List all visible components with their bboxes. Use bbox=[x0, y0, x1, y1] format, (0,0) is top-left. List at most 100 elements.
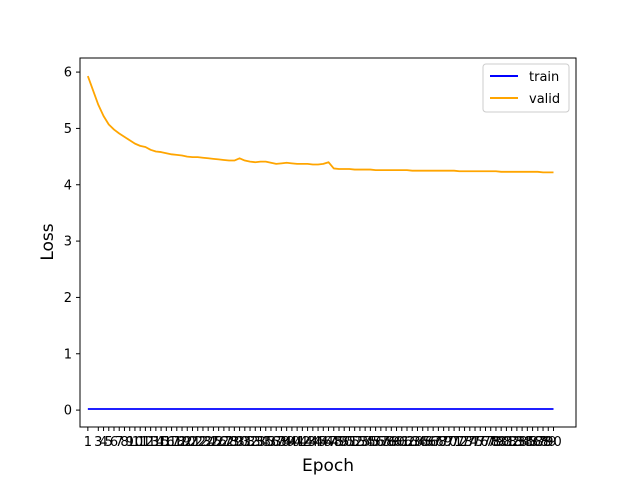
x-tick-label: 82 bbox=[503, 435, 520, 450]
x-tick-label: 39 bbox=[278, 435, 295, 450]
x-tick-label: 21 bbox=[184, 435, 201, 450]
x-tick-label: 10 bbox=[127, 435, 144, 450]
x-tick-label: 83 bbox=[509, 435, 526, 450]
x-tick-label: 73 bbox=[456, 435, 473, 450]
x-tick-label: 32 bbox=[242, 435, 259, 450]
plot-area bbox=[79, 57, 577, 428]
x-tick-label: 79 bbox=[488, 435, 505, 450]
x-tick-label: 37 bbox=[268, 435, 285, 450]
series-layer bbox=[87, 75, 554, 410]
x-tick-label: 56 bbox=[367, 435, 384, 450]
x-tick-label: 78 bbox=[482, 435, 499, 450]
x-tick-label: 65 bbox=[414, 435, 431, 450]
x-tick-label: 20 bbox=[179, 435, 196, 450]
x-tick-label: 9 bbox=[126, 435, 134, 450]
x-tick-label: 77 bbox=[477, 435, 494, 450]
x-tick-label: 4 bbox=[99, 435, 107, 450]
x-tick-label: 22 bbox=[189, 435, 206, 450]
y-tick-label: 2 bbox=[64, 291, 72, 306]
x-tick-label: 53 bbox=[352, 435, 369, 450]
x-tick-label: 40 bbox=[284, 435, 301, 450]
x-tick-label: 29 bbox=[226, 435, 243, 450]
x-tick-label: 59 bbox=[383, 435, 400, 450]
x-tick-label: 81 bbox=[498, 435, 515, 450]
x-tick-label: 25 bbox=[205, 435, 222, 450]
x-tick-label: 27 bbox=[216, 435, 233, 450]
x-tick-label: 5 bbox=[105, 435, 113, 450]
x-tick-label: 70 bbox=[441, 435, 458, 450]
x-tick-label: 62 bbox=[399, 435, 416, 450]
legend-train-label: train bbox=[529, 70, 559, 85]
x-tick-label: 63 bbox=[404, 435, 421, 450]
x-tick-label: 1 bbox=[84, 435, 92, 450]
x-tick-label: 54 bbox=[357, 435, 374, 450]
x-tick-label: 90 bbox=[545, 435, 562, 450]
y-tick-label: 1 bbox=[64, 347, 72, 362]
x-tick-label: 45 bbox=[310, 435, 327, 450]
x-tick-label: 74 bbox=[462, 435, 479, 450]
x-tick-label: 67 bbox=[425, 435, 442, 450]
x-tick-label: 80 bbox=[493, 435, 510, 450]
x-tick-label: 57 bbox=[373, 435, 390, 450]
x-tick-label: 48 bbox=[325, 435, 342, 450]
x-axis-ticks: 1 345678910111213141516171819202122232425… bbox=[84, 427, 562, 450]
x-tick-label: 31 bbox=[237, 435, 254, 450]
x-tick-label: 6 bbox=[110, 435, 118, 450]
x-tick-label: 36 bbox=[263, 435, 280, 450]
x-tick-label: 64 bbox=[409, 435, 426, 450]
x-tick-label: 13 bbox=[142, 435, 159, 450]
x-tick-label: 34 bbox=[252, 435, 269, 450]
x-tick-label: 50 bbox=[336, 435, 353, 450]
x-tick-label: 60 bbox=[388, 435, 405, 450]
x-tick-label: 66 bbox=[420, 435, 437, 450]
x-tick-label: 46 bbox=[315, 435, 332, 450]
series-line-valid bbox=[87, 75, 554, 174]
y-tick-label: 0 bbox=[64, 404, 72, 419]
x-tick-label: 3 bbox=[94, 435, 102, 450]
x-tick-label: 85 bbox=[519, 435, 536, 450]
x-tick-label: 58 bbox=[378, 435, 395, 450]
y-axis-ticks: 0 1 2 3 4 5 6 bbox=[64, 66, 80, 419]
x-tick-label: 18 bbox=[169, 435, 186, 450]
legend: train valid bbox=[482, 63, 570, 113]
x-tick-label: 38 bbox=[273, 435, 290, 450]
x-tick-label: 72 bbox=[451, 435, 468, 450]
x-tick-label: 14 bbox=[148, 435, 165, 450]
x-tick-label: 7 bbox=[115, 435, 123, 450]
x-tick-label: 42 bbox=[294, 435, 311, 450]
x-tick-label: 35 bbox=[257, 435, 274, 450]
x-tick-label: 30 bbox=[231, 435, 248, 450]
x-tick-label: 26 bbox=[210, 435, 227, 450]
x-tick-label: 52 bbox=[346, 435, 363, 450]
x-tick-label: 71 bbox=[446, 435, 463, 450]
x-tick-label: 44 bbox=[305, 435, 322, 450]
x-tick-label: 47 bbox=[320, 435, 337, 450]
x-axis-label: Epoch bbox=[302, 456, 354, 476]
x-tick-label: 41 bbox=[289, 435, 306, 450]
y-tick-label: 3 bbox=[64, 235, 72, 250]
x-tick-label: 69 bbox=[435, 435, 452, 450]
x-tick-label: 8 bbox=[120, 435, 128, 450]
x-tick-label: 24 bbox=[200, 435, 217, 450]
x-tick-label: 68 bbox=[430, 435, 447, 450]
x-tick-label: 88 bbox=[535, 435, 552, 450]
x-tick-label: 89 bbox=[540, 435, 557, 450]
x-tick-label: 12 bbox=[137, 435, 154, 450]
x-tick-label: 49 bbox=[331, 435, 348, 450]
x-tick-label: 51 bbox=[341, 435, 358, 450]
x-tick-label: 84 bbox=[514, 435, 531, 450]
x-tick-label: 87 bbox=[530, 435, 547, 450]
x-tick-label: 28 bbox=[221, 435, 238, 450]
x-tick-label: 23 bbox=[195, 435, 212, 450]
x-tick-label: 16 bbox=[158, 435, 175, 450]
x-tick-label: 33 bbox=[247, 435, 264, 450]
x-tick-label: 55 bbox=[362, 435, 379, 450]
x-tick-label: 43 bbox=[299, 435, 316, 450]
y-tick-label: 6 bbox=[64, 66, 72, 81]
x-tick-label: 75 bbox=[467, 435, 484, 450]
y-tick-label: 4 bbox=[64, 178, 72, 193]
x-tick-label: 15 bbox=[153, 435, 170, 450]
x-tick-label: 11 bbox=[132, 435, 149, 450]
y-axis-label: Loss bbox=[38, 223, 58, 260]
